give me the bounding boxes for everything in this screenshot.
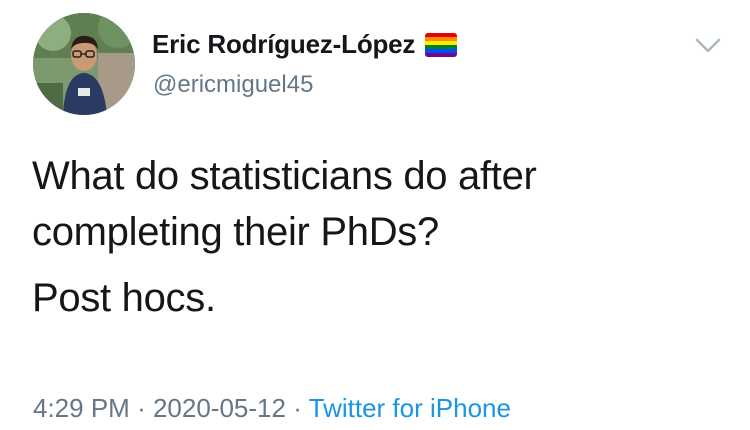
tweet-date[interactable]: 2020-05-12	[152, 393, 286, 423]
author-handle[interactable]: @ericmiguel45	[153, 71, 314, 98]
tweet-text-line: What do statisticians do after completin…	[32, 154, 537, 254]
tweet-meta: 4:29 PM · 2020-05-12 · Twitter for iPhon…	[33, 393, 511, 424]
meta-separator: ·	[293, 393, 302, 423]
tweet-source-link[interactable]: Twitter for iPhone	[308, 393, 511, 423]
rainbow-flag-icon	[425, 32, 458, 57]
avatar[interactable]	[33, 13, 135, 115]
author-name-row: Eric Rodríguez-López	[152, 29, 458, 60]
tweet-time[interactable]: 4:29 PM	[33, 393, 130, 423]
tweet-text: What do statisticians do after completin…	[32, 148, 722, 326]
chevron-down-icon[interactable]	[694, 33, 722, 57]
author-display-name[interactable]: Eric Rodríguez-López	[152, 29, 416, 59]
tweet-text-line: Post hocs.	[32, 276, 216, 320]
meta-separator: ·	[137, 393, 146, 423]
